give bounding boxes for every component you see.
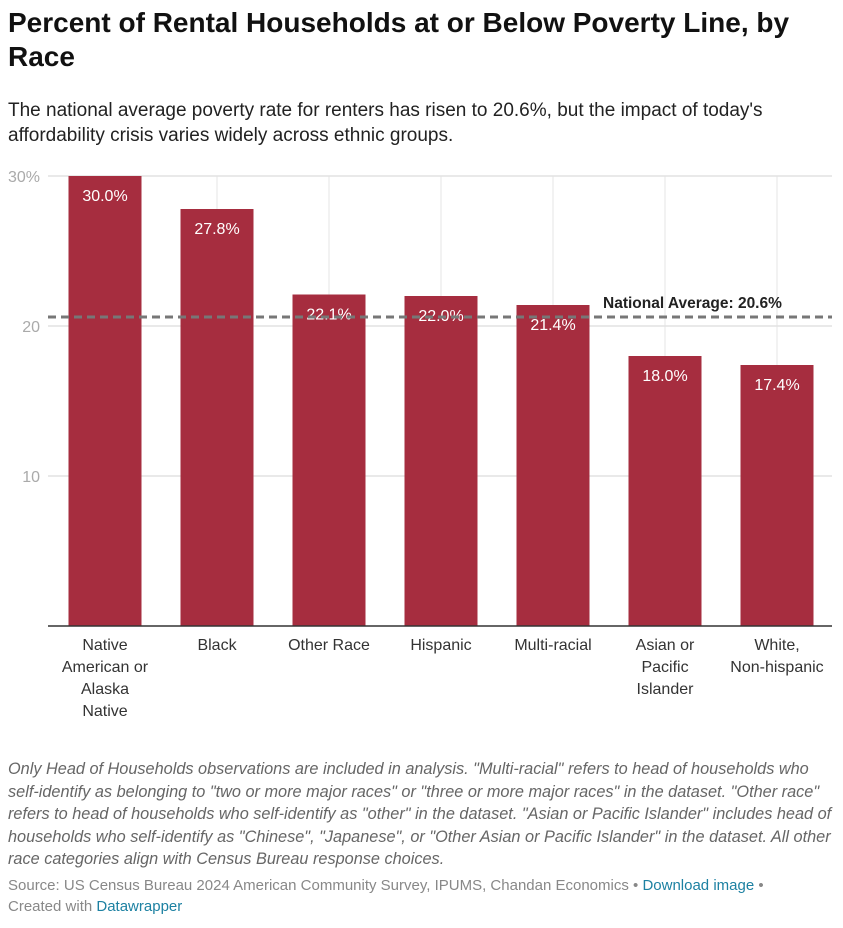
separator: •	[754, 877, 764, 894]
chart-notes: Only Head of Households observations are…	[8, 760, 832, 868]
y-tick-label: 30%	[8, 169, 40, 186]
bar	[740, 365, 814, 626]
x-tick-label: Black	[197, 637, 237, 654]
bar-value-label: 17.4%	[754, 377, 799, 394]
bar	[292, 294, 366, 626]
national-average-label: National Average: 20.6%	[603, 295, 782, 312]
bar	[404, 296, 478, 626]
bar-chart: 10 20 30% 30.0% Native American or Alaska Nativ…	[8, 169, 832, 720]
datawrapper-link[interactable]: Datawrapper	[96, 898, 183, 915]
y-tick-label: 20	[22, 319, 40, 336]
download-image-link[interactable]: Download image	[642, 877, 755, 894]
bar-value-label: 22.1%	[306, 307, 351, 324]
x-tick-label: Asian or Pacific Islander	[636, 637, 695, 698]
source-text: Source: US Census Bureau 2024 American C…	[8, 877, 629, 894]
bar-value-label: 18.0%	[642, 368, 687, 385]
x-tick-label: Native American or Alaska Native	[62, 637, 149, 720]
bar-value-label: 30.0%	[82, 188, 127, 205]
separator: •	[628, 877, 643, 894]
chart-footer: Source: US Census Bureau 2024 American C…	[8, 875, 838, 917]
bar	[180, 209, 254, 626]
chart-title: Percent of Rental Households at or Below…	[8, 7, 790, 72]
x-tick-label: Other Race	[288, 637, 370, 654]
bar	[68, 176, 142, 626]
x-tick-label: Multi-racial	[514, 637, 591, 654]
bar-value-label: 21.4%	[530, 317, 575, 334]
x-tick-label: White, Non-hispanic	[730, 637, 823, 676]
y-tick-label: 10	[22, 469, 40, 486]
created-with-text: Created with	[8, 898, 97, 915]
bar	[516, 305, 590, 626]
x-tick-label: Hispanic	[410, 637, 471, 654]
chart-subtitle: The national average poverty rate for re…	[8, 100, 763, 146]
bar-value-label: 27.8%	[194, 221, 239, 238]
bar	[628, 356, 702, 626]
